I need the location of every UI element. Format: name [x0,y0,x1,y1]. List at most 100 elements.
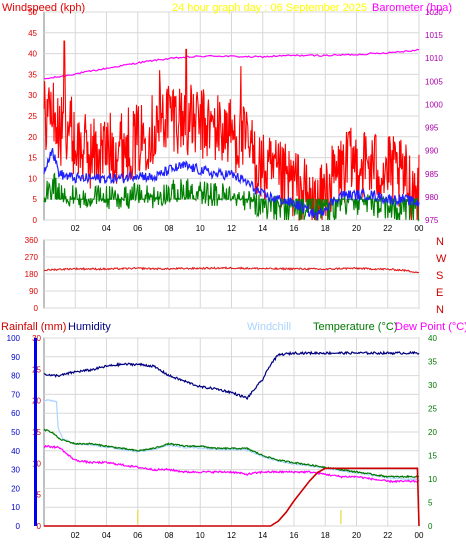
wind-x-tick: 02 [71,224,80,233]
rain-axis-bar [34,338,37,526]
direction-line [43,266,420,274]
temp-y-tick: 40 [428,334,437,343]
wind-x-tick: 22 [383,224,392,233]
baro-y-tick: 1010 [425,54,443,63]
barometer-line [43,48,420,80]
baro-axis-label: Barometer (hpa) [372,2,452,14]
baro-y-tick: 1005 [425,77,443,86]
humidity-y-tick: 60 [11,409,20,418]
wind-y-tick: 20 [28,133,37,142]
wind-y-tick: 5 [33,195,38,204]
wind-x-tick: 04 [102,224,111,233]
direction-series [43,266,420,274]
direction-y-tick: 270 [25,253,39,262]
wind-x-tick: 08 [165,224,174,233]
temp-panel: 0 10 20 30 40 50 60 70 80 90 100 0 5 10 15 20 25 30 0 5 10… [1,321,466,540]
baro-y-tick: 1020 [425,8,443,17]
baro-y-ticks: 975 980 985 990 995 1000 1005 1010 1015 1020 [425,8,443,225]
temp-x-tick: 20 [352,531,361,540]
temp-x-ticks: 02 04 06 08 10 12 14 16 18 20 22 00 [71,531,424,540]
humidity-y-tick: 80 [11,372,20,381]
wind-axis-label: Windspeed (kph) [2,2,85,14]
baro-y-tick: 1000 [425,100,443,109]
wind-y-tick: 30 [28,91,37,100]
temp-x-tick: 14 [258,531,267,540]
temp-y-tick: 35 [428,358,437,367]
temp-y-tick: 30 [428,381,437,390]
wind-y-tick: 45 [28,29,37,38]
humidity-y-tick: 70 [11,390,20,399]
humidity-y-tick: 10 [11,503,20,512]
wind-y-ticks: 0 5 10 15 20 25 30 35 40 45 50 [28,8,37,225]
wind-grid [44,11,420,221]
compass-letter: N [436,304,444,316]
rain-y-tick: 5 [37,491,42,500]
temp-x-tick: 06 [133,531,142,540]
direction-y-tick: 360 [25,236,39,245]
baro-y-tick: 975 [425,216,439,225]
temp-x-tick: 12 [227,531,236,540]
temp-x-tick: 10 [196,531,205,540]
wind-series [43,40,420,223]
avg-wind-line [43,148,420,221]
wind-x-tick: 10 [196,224,205,233]
temperature-label: Temperature (°C) [313,321,397,333]
rain-label: Rainfall (mm) [1,321,66,333]
wind-x-tick: 12 [227,224,236,233]
baro-y-tick: 980 [425,193,439,202]
direction-grid [44,239,420,309]
humidity-y-tick: 40 [11,447,20,456]
dewpoint-line [43,444,420,484]
graph-title: 24 hour graph day : 06 September 2025 [172,2,367,14]
rain-y-tick: 0 [37,522,42,531]
temp-series [43,350,420,527]
humidity-y-ticks: 0 10 20 30 40 50 60 70 80 90 100 [7,334,21,531]
wind-x-tick: 16 [290,224,299,233]
rainfall-line [44,467,420,527]
humidity-label: Humidity [68,321,111,333]
temp-y-tick: 25 [428,405,437,414]
baro-y-tick: 1015 [425,31,443,40]
direction-y-tick: 180 [25,270,39,279]
humidity-y-tick: 30 [11,466,20,475]
direction-y-tick: 90 [29,287,38,296]
wind-speed-line [43,172,420,223]
temp-y-tick: 0 [428,522,433,531]
baro-y-tick: 990 [425,147,439,156]
temp-y-tick: 20 [428,428,437,437]
wind-y-tick: 15 [28,154,37,163]
windchill-line [43,398,420,481]
compass-letter: S [436,270,443,282]
temp-x-tick: 22 [383,531,392,540]
humidity-y-tick: 90 [11,353,20,362]
wind-y-tick: 10 [28,174,37,183]
baro-y-tick: 985 [425,170,439,179]
baro-y-tick: 995 [425,124,439,133]
temp-x-tick: 18 [321,531,330,540]
direction-y-tick: 0 [34,304,39,313]
humidity-y-tick: 100 [7,334,21,343]
humidity-y-tick: 50 [11,428,20,437]
temp-x-tick: 00 [415,531,424,540]
compass-letter: E [436,287,443,299]
wind-y-tick: 35 [28,70,37,79]
temperature-line [43,428,420,479]
compass-letter: W [436,253,447,265]
temp-y-tick: 15 [428,452,437,461]
temp-x-tick: 16 [290,531,299,540]
wind-x-ticks: 02 04 06 08 10 12 14 16 18 20 22 00 [71,224,424,233]
compass-letter: N [436,236,444,248]
direction-y-ticks: 0 90 180 270 360 [25,236,39,313]
wind-x-tick: 06 [133,224,142,233]
dewpoint-label: Dew Point (°C) [395,321,466,333]
temp-x-tick: 04 [102,531,111,540]
wind-y-tick: 50 [28,8,37,17]
wind-x-tick: 18 [321,224,330,233]
temp-y-tick: 10 [428,475,437,484]
wind-y-tick: 40 [28,50,37,59]
humidity-y-tick: 20 [11,484,20,493]
